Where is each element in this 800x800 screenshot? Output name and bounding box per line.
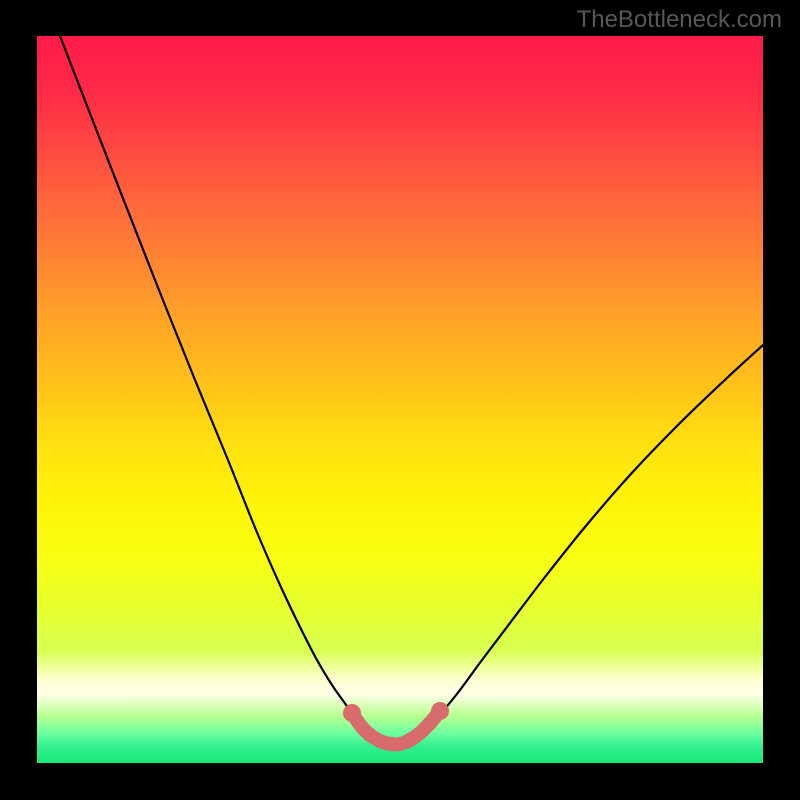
plot-area <box>37 36 763 763</box>
chart-frame: TheBottleneck.com <box>0 0 800 800</box>
gradient-background <box>37 36 763 763</box>
